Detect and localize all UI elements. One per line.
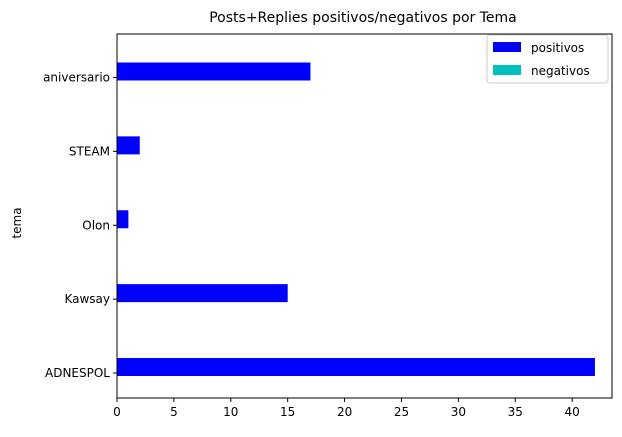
- x-tick-label: 15: [280, 405, 295, 419]
- legend-swatch-negativos: [493, 65, 521, 75]
- y-ticks-group: ADNESPOL Kawsay Olon STEAM aniversario: [43, 71, 117, 380]
- x-tick-label: 25: [394, 405, 409, 419]
- x-tick-label: 10: [223, 405, 238, 419]
- y-tick-label: ADNESPOL: [45, 366, 110, 380]
- bar-positivos-ADNESPOL: [117, 358, 595, 376]
- legend-swatch-positivos: [493, 42, 521, 52]
- y-tick-label: Olon: [82, 218, 110, 232]
- y-tick-label: Kawsay: [64, 292, 110, 306]
- legend: positivos negativos: [486, 34, 609, 84]
- y-tick-label: aniversario: [43, 71, 110, 85]
- x-ticks-group: 0 5 10 15 20 25 30 35 40: [113, 398, 580, 419]
- bar-positivos-aniversario: [117, 62, 311, 81]
- x-tick-label: 5: [170, 405, 178, 419]
- bar-positivos-Olon: [117, 210, 129, 229]
- legend-label-positivos: positivos: [531, 41, 584, 55]
- bar-positivos-Kawsay: [117, 284, 288, 303]
- bars-group: [117, 62, 595, 376]
- bar-positivos-STEAM: [117, 136, 140, 155]
- x-tick-label: 35: [508, 405, 523, 419]
- x-tick-label: 20: [337, 405, 352, 419]
- y-tick-label: STEAM: [69, 144, 110, 158]
- plot-area-frame: [116, 33, 613, 399]
- chart-title: Posts+Replies positivos/negativos por Te…: [209, 10, 517, 26]
- legend-label-negativos: negativos: [531, 64, 590, 78]
- x-tick-label: 0: [113, 405, 121, 419]
- x-tick-label: 40: [565, 405, 580, 419]
- y-axis-label: tema: [10, 207, 24, 238]
- x-tick-label: 30: [451, 405, 466, 419]
